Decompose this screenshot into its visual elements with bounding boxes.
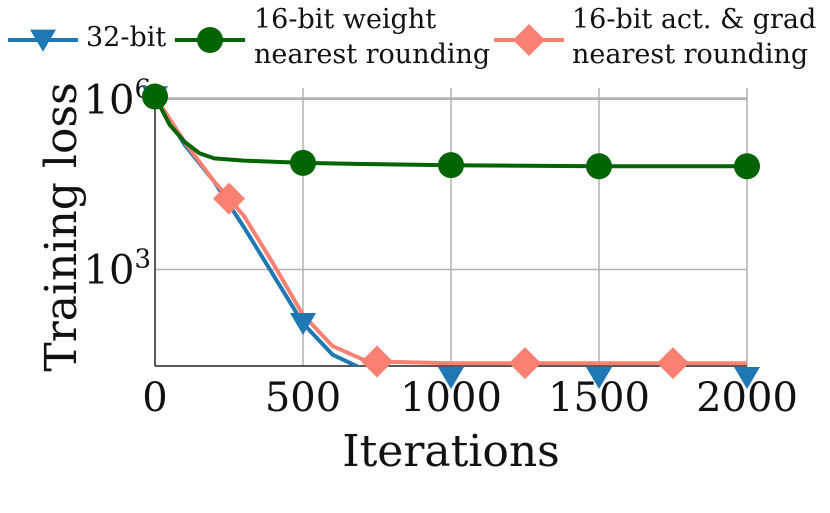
series-marker: [290, 313, 316, 336]
x-tick-label: 0: [142, 375, 167, 421]
series-line: [155, 95, 747, 366]
series-marker: [734, 153, 760, 180]
series-2-group: [155, 95, 747, 366]
legend-label: 16-bit act. & grad nearest rounding: [572, 4, 816, 70]
legend-item: 32-bit: [8, 22, 166, 53]
legend-item: 16-bit act. & grad nearest rounding: [494, 4, 816, 70]
legend-swatch-marker: [513, 24, 545, 56]
series-marker: [142, 83, 168, 110]
series-marker: [734, 366, 760, 390]
series-marker: [290, 149, 316, 176]
series-marker: [438, 152, 464, 179]
legend-label: 16-bit weight nearest rounding: [254, 4, 490, 70]
series-marker: [361, 345, 393, 378]
x-tick-label: 500: [265, 375, 341, 421]
y-tick-label: 106: [84, 74, 151, 123]
series-marker: [213, 182, 245, 215]
series-marker: [586, 366, 612, 390]
series-1-group: [155, 95, 747, 169]
legend-swatch-marker: [30, 29, 56, 52]
series-marker: [657, 347, 689, 380]
series-marker: [438, 366, 464, 390]
x-axis-label: Iterations: [342, 426, 560, 477]
y-axis-label: Training loss: [36, 82, 87, 371]
legend-label: 32-bit: [86, 22, 166, 53]
series-marker: [586, 153, 612, 180]
series-marker: [509, 347, 541, 380]
legend-swatch-marker: [197, 27, 223, 53]
legend-item: 16-bit weight nearest rounding: [175, 4, 490, 70]
y-tick-label: 103: [84, 245, 151, 294]
series-line: [155, 95, 747, 169]
